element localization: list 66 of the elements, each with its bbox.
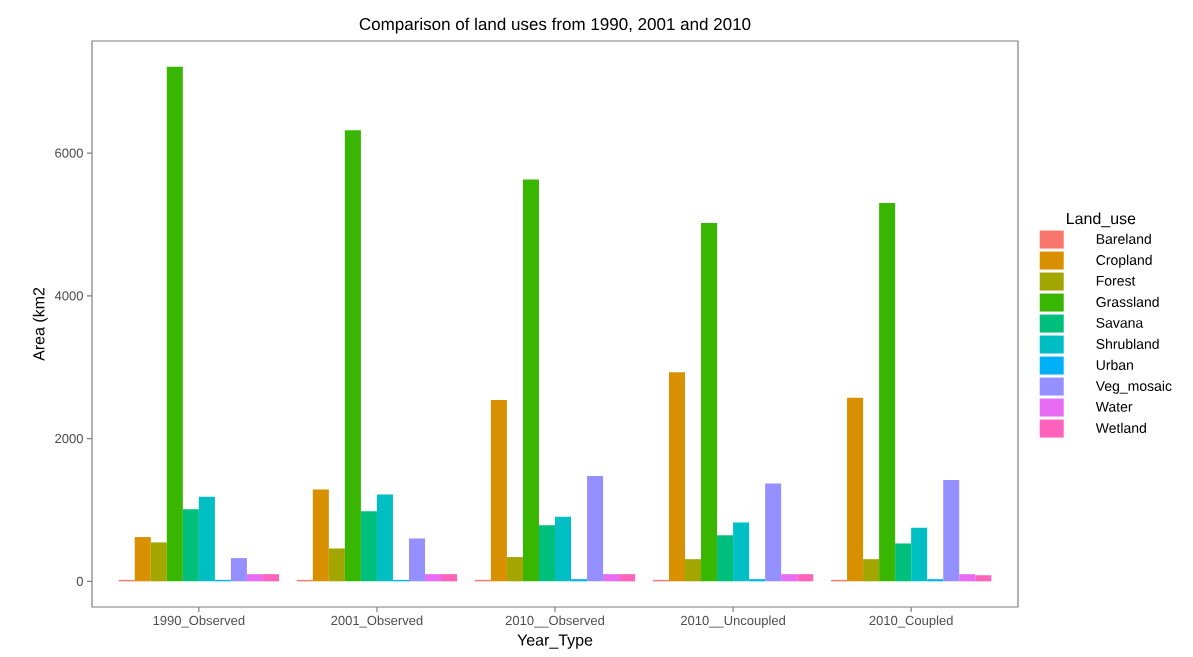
bar	[198, 496, 215, 582]
bar	[717, 535, 734, 582]
bar	[328, 548, 345, 582]
bar	[765, 483, 782, 582]
bar	[376, 494, 393, 582]
bar	[863, 559, 880, 582]
x-tick-label: 2010_Coupled	[869, 615, 953, 628]
bar	[408, 538, 426, 582]
bar	[847, 397, 864, 582]
legend-label: Forest	[1096, 275, 1136, 286]
y-tick-label: 2000	[55, 433, 83, 444]
legend-label: Wetland	[1095, 422, 1146, 434]
bar	[587, 476, 604, 582]
bar	[538, 525, 555, 582]
chart-title: Comparison of land uses from 1990, 2001 and 2010	[359, 17, 751, 34]
legend-label: Grassland	[1096, 296, 1159, 308]
bar	[781, 574, 798, 582]
bar	[312, 489, 329, 582]
bar	[603, 574, 620, 582]
bar	[522, 179, 539, 582]
bar	[166, 66, 183, 582]
legend-label: Cropland	[1096, 254, 1152, 268]
bar	[506, 557, 523, 582]
legend-label: Urban	[1096, 359, 1133, 371]
bar	[668, 372, 685, 582]
x-tick-label: 2010__Uncoupled	[680, 615, 785, 628]
y-tick-label: 6000	[55, 148, 83, 158]
bar	[895, 543, 912, 582]
bar	[975, 575, 992, 582]
bar	[182, 509, 199, 582]
legend-title: Land_use	[1067, 212, 1136, 228]
bar	[911, 527, 928, 582]
bar	[797, 574, 814, 582]
bar	[344, 130, 361, 582]
bar	[943, 479, 960, 582]
y-axis-title: Area (km2	[32, 287, 48, 361]
bar	[685, 559, 702, 582]
bar	[959, 574, 976, 582]
legend-label: Savana	[1096, 317, 1144, 328]
bar	[555, 516, 572, 582]
bar	[134, 537, 151, 582]
bar	[425, 574, 442, 582]
x-tick-label: 1990_Observed	[153, 615, 245, 628]
y-tick-label: 0	[76, 576, 83, 586]
y-tick-label: 4000	[54, 291, 83, 301]
bar	[441, 574, 458, 582]
legend-label: Bareland	[1096, 233, 1151, 245]
bar	[360, 511, 377, 582]
bar	[619, 574, 636, 582]
legend-label: Water	[1095, 401, 1133, 412]
bar	[262, 574, 279, 582]
x-axis-title: Year_Type	[517, 634, 593, 649]
bar	[927, 579, 944, 582]
legend-label: Veg_mosaic	[1095, 380, 1172, 394]
bar	[571, 579, 588, 582]
bar	[246, 574, 263, 582]
bar	[150, 542, 167, 582]
bar	[879, 203, 896, 582]
x-tick-label: 2010__Observed	[505, 615, 605, 628]
bar	[749, 579, 766, 582]
x-tick-label: 2001_Observed	[331, 615, 423, 628]
bar	[490, 400, 507, 582]
bar	[733, 522, 750, 582]
legend-label: Shrubland	[1096, 338, 1159, 350]
bar	[230, 558, 247, 582]
bar	[701, 223, 718, 582]
